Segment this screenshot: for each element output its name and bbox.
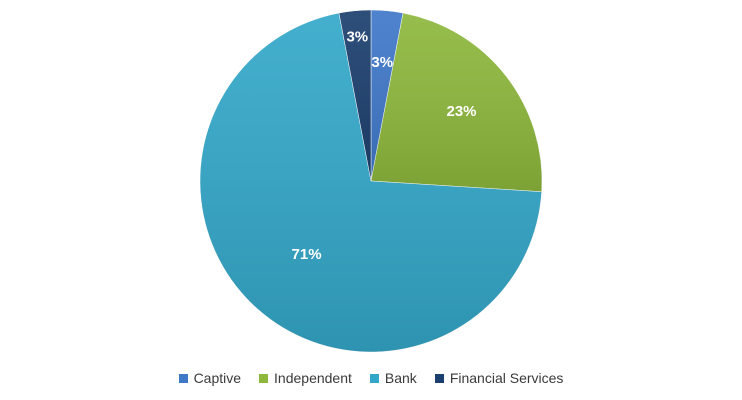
pie-slice-shade-financial-services: [338, 10, 371, 181]
data-label-independent: 23%: [447, 103, 477, 120]
legend-item-bank: Bank: [369, 370, 417, 386]
data-label-captive: 3%: [371, 54, 393, 71]
legend-swatch-captive: [178, 373, 188, 383]
legend-label-captive: Captive: [193, 370, 242, 386]
pie-slice-shade-bank: [200, 13, 542, 353]
pie-slice-shade-independent: [371, 13, 542, 192]
legend-label-financial-services: Financial Services: [449, 370, 564, 386]
data-label-bank: 71%: [292, 246, 322, 263]
legend-item-independent: Independent: [259, 370, 352, 386]
legend-item-financial-services: Financial Services: [434, 370, 564, 386]
legend-swatch-bank: [369, 373, 379, 383]
legend-label-bank: Bank: [384, 370, 417, 386]
pie-chart: 3% 23% 71% 3%: [199, 9, 543, 353]
legend-label-independent: Independent: [274, 370, 352, 386]
legend-swatch-financial-services: [434, 373, 444, 383]
data-label-financial-services: 3%: [346, 28, 368, 45]
legend: Captive Independent Bank Financial Services: [0, 370, 742, 386]
legend-item-captive: Captive: [178, 370, 242, 386]
legend-swatch-independent: [259, 373, 269, 383]
